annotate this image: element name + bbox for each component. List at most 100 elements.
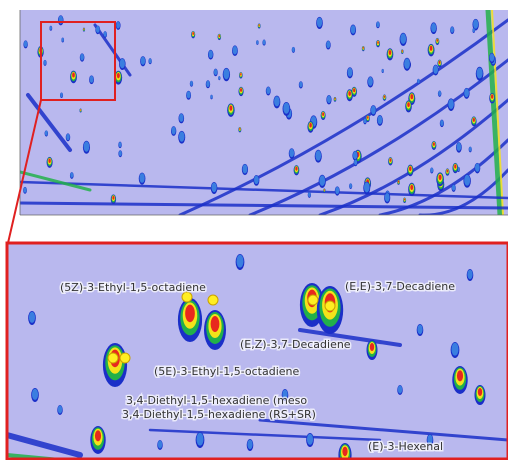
peak [185, 305, 195, 323]
peak [431, 23, 436, 32]
peak [211, 95, 213, 99]
zoom-plot [7, 243, 508, 460]
peak [317, 17, 322, 27]
peak [409, 166, 412, 171]
peak [259, 24, 260, 26]
peak [491, 94, 493, 98]
peak [440, 120, 443, 126]
peak [274, 96, 280, 106]
peak [139, 173, 144, 183]
peak [417, 79, 419, 83]
peak [469, 147, 472, 152]
peak [60, 93, 62, 97]
peak [398, 181, 399, 183]
peak [229, 105, 232, 110]
peak [80, 109, 81, 111]
peak [437, 39, 439, 42]
peak [370, 343, 374, 351]
peak [430, 168, 433, 173]
peak [29, 312, 35, 323]
peak [402, 50, 403, 52]
peak [404, 198, 405, 200]
peak [292, 47, 295, 52]
peak [24, 187, 27, 193]
peak [335, 187, 339, 194]
peak [410, 185, 413, 190]
peak [48, 158, 50, 162]
peak [327, 96, 331, 104]
peak [371, 106, 376, 115]
peak [283, 103, 289, 114]
peak [384, 95, 385, 98]
peak [196, 433, 203, 446]
peak [364, 118, 367, 123]
peak [400, 33, 406, 44]
peak [214, 69, 217, 75]
peak [192, 32, 194, 35]
peak [247, 440, 252, 450]
peak-marker [120, 353, 130, 363]
peak [295, 167, 297, 171]
peak [467, 270, 472, 280]
peak [289, 149, 294, 158]
peak [457, 370, 463, 381]
peak [326, 41, 330, 48]
peak [299, 82, 302, 88]
peak [452, 185, 455, 191]
peak [475, 163, 480, 171]
peak [353, 151, 357, 159]
peak [119, 142, 122, 147]
peak [211, 316, 220, 332]
peak [349, 184, 352, 189]
peak [218, 76, 220, 79]
peak [211, 183, 216, 193]
peak [389, 158, 391, 161]
peak [96, 26, 100, 33]
peak-label: (E,E)-3,7-Decadiene [345, 280, 455, 293]
peak [190, 81, 193, 86]
peak [84, 141, 90, 151]
peak-label: 3,4-Diethyl-1,5-hexadiene (RS+SR) [122, 408, 316, 421]
figure: (5Z)-3-Ethyl-1,5-octadiene (E,E)-3,7-Dec… [0, 0, 508, 460]
peak [464, 175, 470, 186]
peak [80, 54, 84, 61]
peak [236, 255, 243, 268]
peak [179, 132, 185, 142]
peak [478, 388, 482, 396]
peak [239, 128, 240, 130]
peak [398, 386, 402, 394]
peak [473, 118, 475, 122]
peak [322, 112, 324, 116]
peak [334, 98, 335, 100]
peak [385, 193, 390, 202]
peak [382, 69, 384, 72]
peak [206, 81, 210, 87]
peak [90, 76, 94, 83]
peak-label: (E)-3-Hexenal [368, 440, 443, 453]
peak [158, 441, 162, 449]
peak [464, 88, 469, 97]
peak-label: (E,Z)-3,7-Decadiene [240, 338, 351, 351]
peak [368, 77, 373, 86]
peak [439, 61, 441, 64]
peak [417, 325, 422, 335]
peak [187, 91, 191, 98]
peak [477, 67, 483, 78]
peak [315, 150, 321, 160]
peak [451, 343, 458, 356]
peak [266, 87, 270, 94]
peak [223, 69, 229, 80]
peak [119, 151, 122, 157]
peak [454, 164, 456, 168]
peak [377, 41, 379, 44]
peak [50, 26, 52, 30]
peak [179, 114, 183, 122]
peak [32, 389, 38, 400]
peak [404, 58, 410, 68]
peak [319, 175, 325, 186]
peak [172, 127, 176, 135]
peak [219, 35, 220, 38]
peak [451, 27, 454, 33]
peak [62, 38, 64, 42]
peak [367, 116, 369, 119]
